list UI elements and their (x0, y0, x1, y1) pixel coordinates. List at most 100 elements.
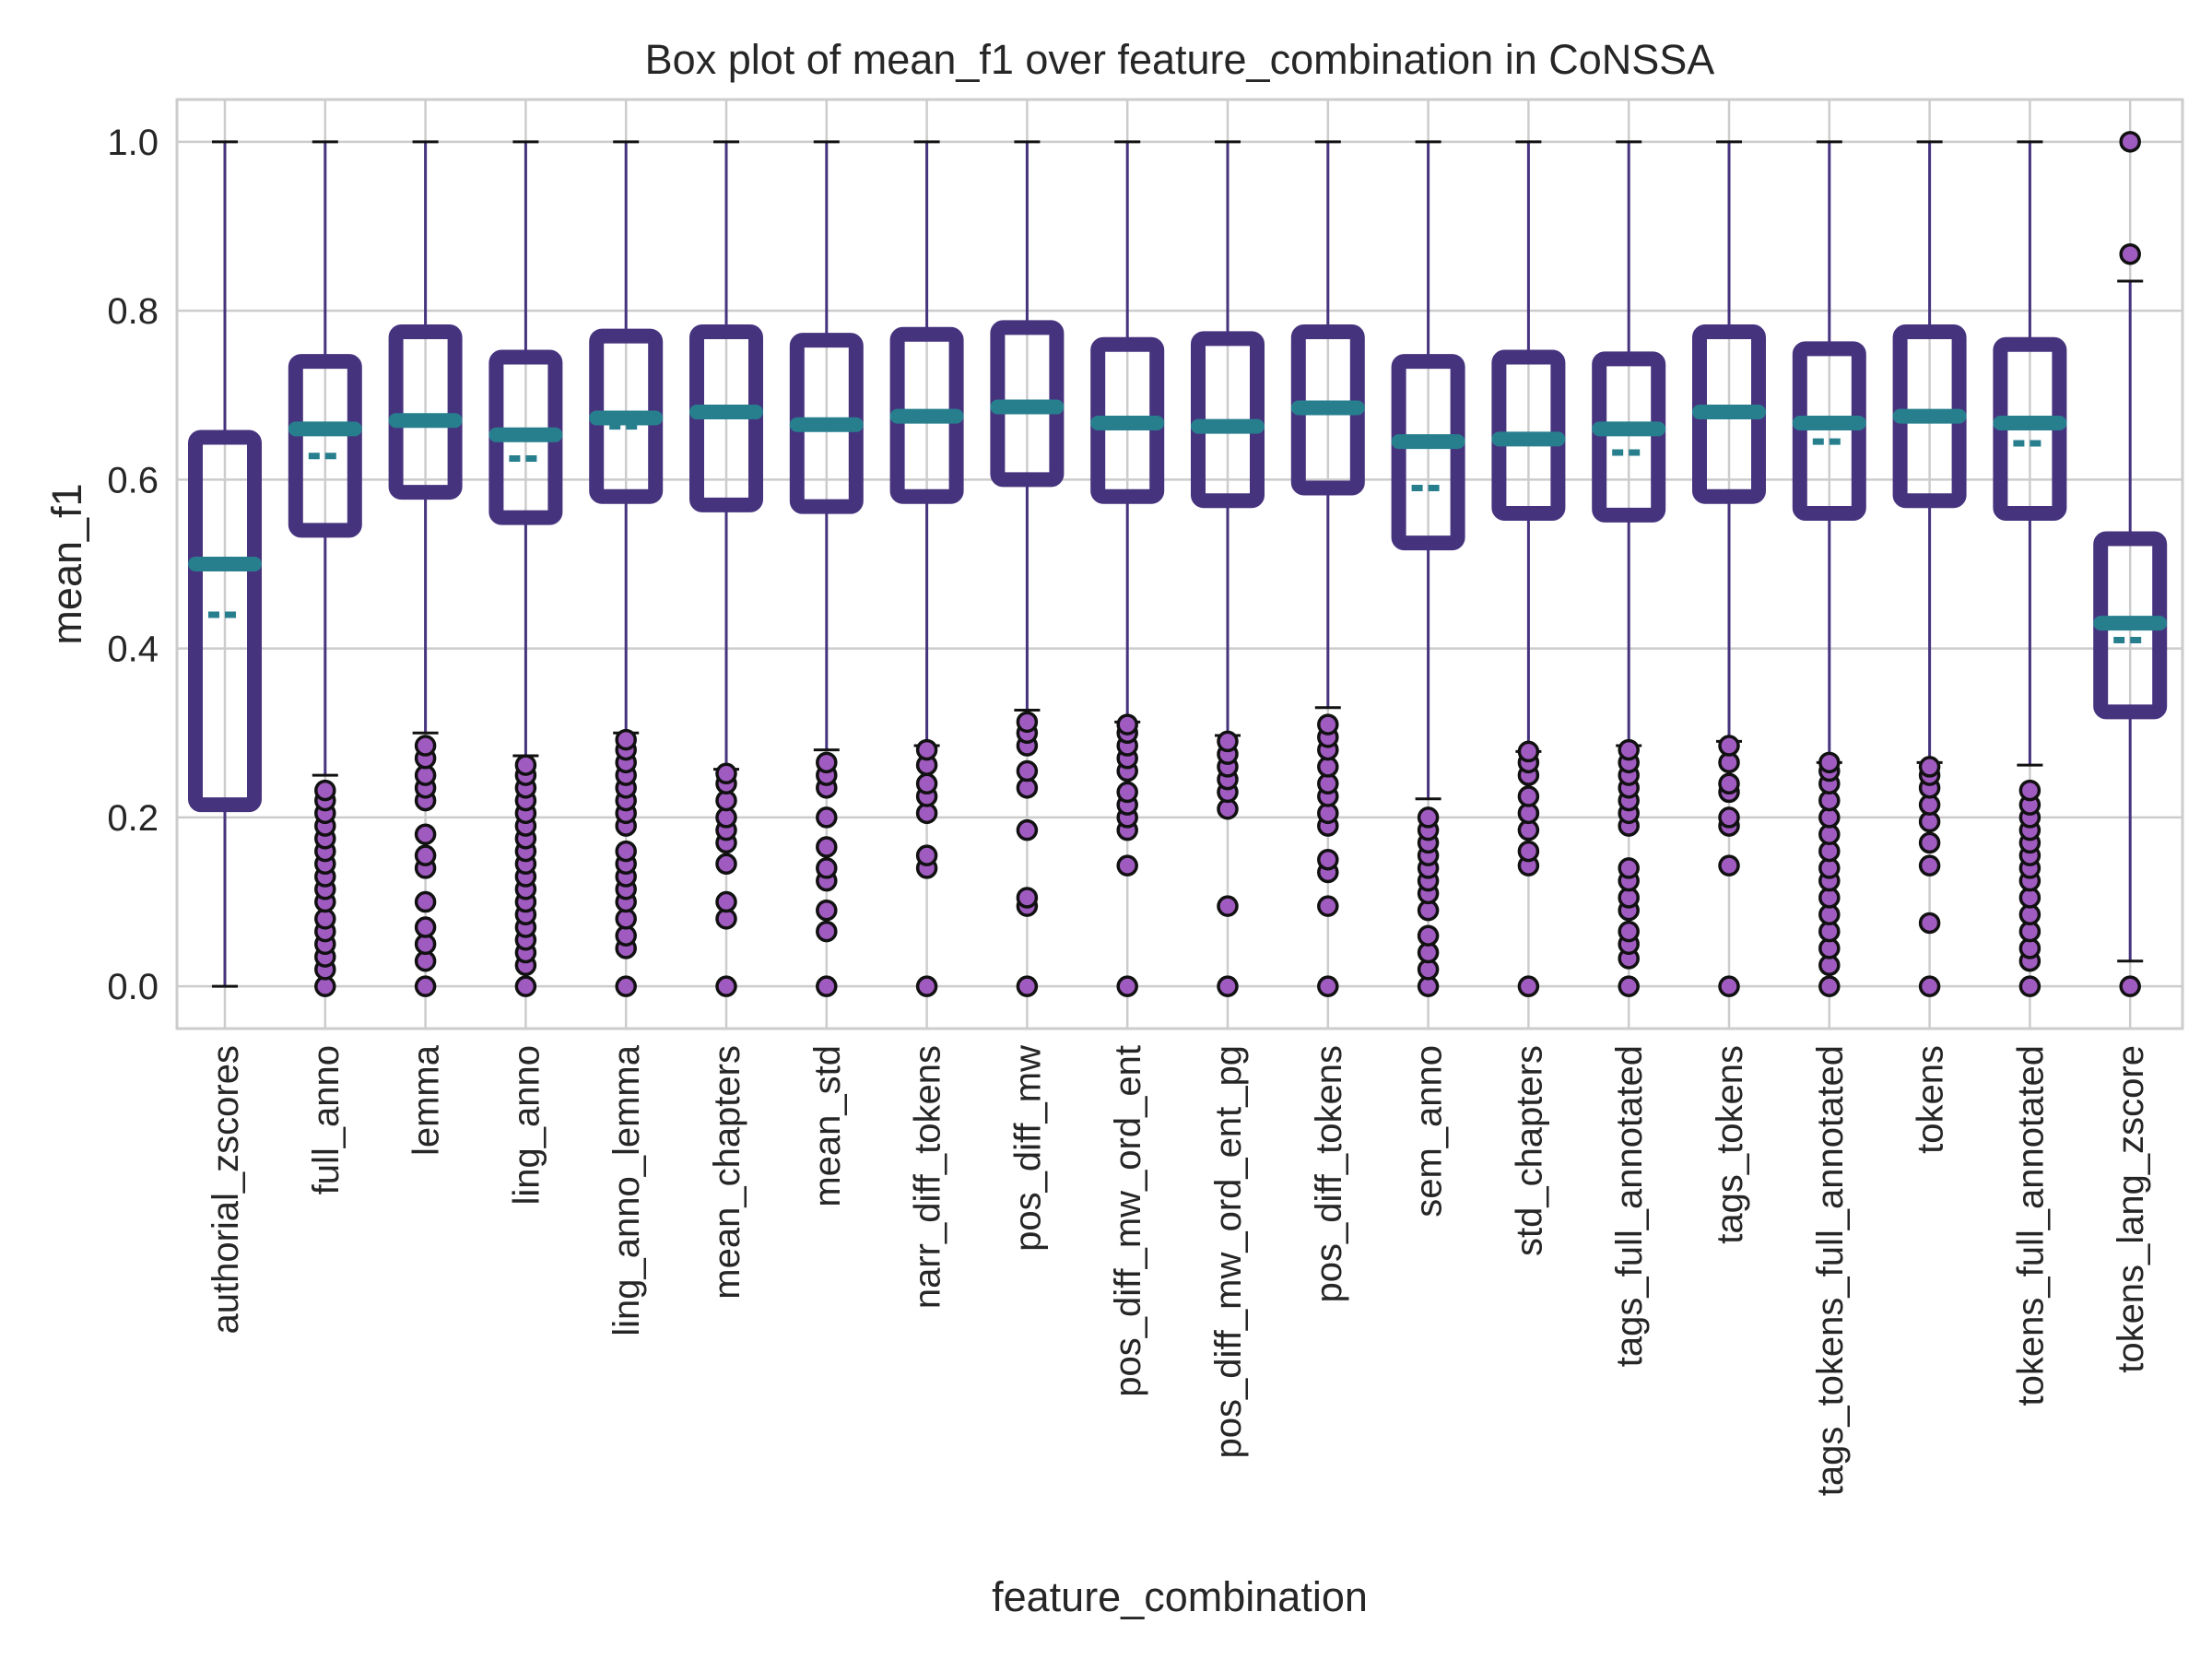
flier-point (414, 916, 437, 938)
flier-point (1818, 751, 1841, 774)
box-iqr (288, 354, 362, 538)
box-group-pos_diff_mw_ord_ent_pg (1191, 140, 1265, 997)
flier-point (514, 754, 537, 776)
x-tick-label: mean_chapters (707, 1045, 747, 1300)
box-iqr (188, 429, 262, 813)
box-group-tokens_lang_zscore (2093, 131, 2168, 997)
flier-point (1317, 895, 1339, 917)
box-iqr (1792, 341, 1866, 522)
flier-point (1016, 887, 1039, 909)
x-tick-label: mean_std (807, 1045, 848, 1207)
x-tick-label: tokens_lang_zscore (2111, 1045, 2151, 1373)
flier-point (715, 890, 737, 913)
flier-point (816, 975, 838, 997)
y-tick-label: 0.8 (107, 291, 159, 332)
flier-point (1517, 975, 1540, 997)
flier-point (1818, 975, 1841, 997)
box-group-std_chapters (1491, 140, 1566, 997)
box-iqr (388, 324, 463, 500)
box-group-tags_tokens_full_annotated (1792, 140, 1866, 997)
flier-point (2018, 975, 2041, 997)
flier-point (1116, 781, 1138, 804)
flier-point (1918, 756, 1941, 778)
flier-point (1417, 806, 1440, 829)
box-group-pos_diff_mw (990, 140, 1065, 997)
flier-point (514, 975, 537, 997)
flier-point (1116, 975, 1138, 997)
flier-point (715, 975, 737, 997)
flier-point (915, 772, 938, 795)
x-tick-label: std_chapters (1509, 1045, 1549, 1256)
y-tick-label: 0.2 (107, 798, 159, 839)
flier-point (1618, 857, 1640, 879)
flier-point (915, 738, 938, 761)
flier-point (915, 844, 938, 866)
box-group-mean_std (789, 140, 864, 997)
x-tick-label: pos_diff_mw_ord_ent_pg (1208, 1045, 1249, 1458)
flier-point (1016, 818, 1039, 841)
y-tick-label: 0.6 (107, 460, 159, 500)
y-tick-label: 1.0 (107, 123, 159, 163)
x-tick-label: tags_tokens_full_annotated (1810, 1045, 1851, 1496)
flier-point (715, 762, 737, 785)
flier-point (816, 920, 838, 943)
flier-point (1016, 711, 1039, 734)
flier-point (1718, 772, 1740, 795)
box-group-pos_diff_tokens (1290, 140, 1365, 997)
flier-point (1517, 840, 1540, 863)
flier-point (1718, 806, 1740, 829)
flier-point (2119, 242, 2141, 265)
x-tick-label: pos_diff_mw (1007, 1045, 1048, 1252)
box-group-sem_anno (1391, 140, 1465, 997)
flier-point (1317, 713, 1339, 735)
y-axis-ticks: 0.0 0.2 0.4 0.6 0.8 1.0 (107, 123, 159, 1007)
flier-point (816, 857, 838, 879)
box-group-authorial_zscores (188, 140, 262, 988)
x-tick-label: tags_tokens (1710, 1045, 1750, 1244)
flier-point (816, 806, 838, 829)
box-group-tokens (1892, 140, 1967, 997)
flier-point (1718, 975, 1740, 997)
x-tick-label: authorial_zscores (206, 1045, 246, 1335)
x-tick-label: sem_anno (1409, 1045, 1450, 1218)
flier-point (414, 975, 437, 997)
x-tick-label: ling_anno (506, 1045, 547, 1206)
box-group-lemma (388, 140, 463, 997)
box-group-tags_tokens (1692, 140, 1766, 997)
y-tick-label: 0.4 (107, 629, 159, 670)
flier-point (1217, 730, 1239, 753)
flier-point (414, 735, 437, 757)
flier-point (1016, 759, 1039, 782)
flier-point (816, 751, 838, 774)
flier-point (1618, 920, 1640, 943)
x-tick-label: full_anno (306, 1045, 347, 1194)
flier-point (414, 844, 437, 866)
box-group-pos_diff_mw_ord_ent (1090, 140, 1165, 997)
flier-point (2119, 131, 2141, 153)
flier-point (1317, 975, 1339, 997)
x-axis-ticks: authorial_zscores full_anno lemma ling_anno… (206, 1044, 2151, 1496)
flier-point (1116, 854, 1138, 877)
box-group-tokens_full_annotated (1993, 140, 2067, 997)
flier-point (1618, 975, 1640, 997)
box-group-tags_full_annotated (1592, 140, 1666, 997)
x-tick-label: tokens (1911, 1045, 1951, 1154)
flier-point (1317, 848, 1339, 871)
flier-point (1918, 975, 1941, 997)
x-tick-label: pos_diff_tokens (1309, 1045, 1349, 1302)
flier-point (1417, 924, 1440, 947)
flier-point (816, 836, 838, 858)
flier-point (1217, 975, 1239, 997)
flier-point (1918, 912, 1941, 935)
box-group-narr_diff_tokens (889, 140, 964, 997)
x-tick-label: tags_full_annotated (1609, 1045, 1650, 1367)
y-tick-label: 0.0 (107, 967, 159, 1007)
box-group-full_anno (288, 140, 362, 997)
flier-point (615, 840, 637, 863)
flier-point (1918, 854, 1941, 877)
box-group-mean_chapters (689, 140, 763, 997)
x-tick-label: narr_diff_tokens (908, 1045, 948, 1309)
chart-title: Box plot of mean_f1 over feature_combina… (645, 36, 1715, 83)
